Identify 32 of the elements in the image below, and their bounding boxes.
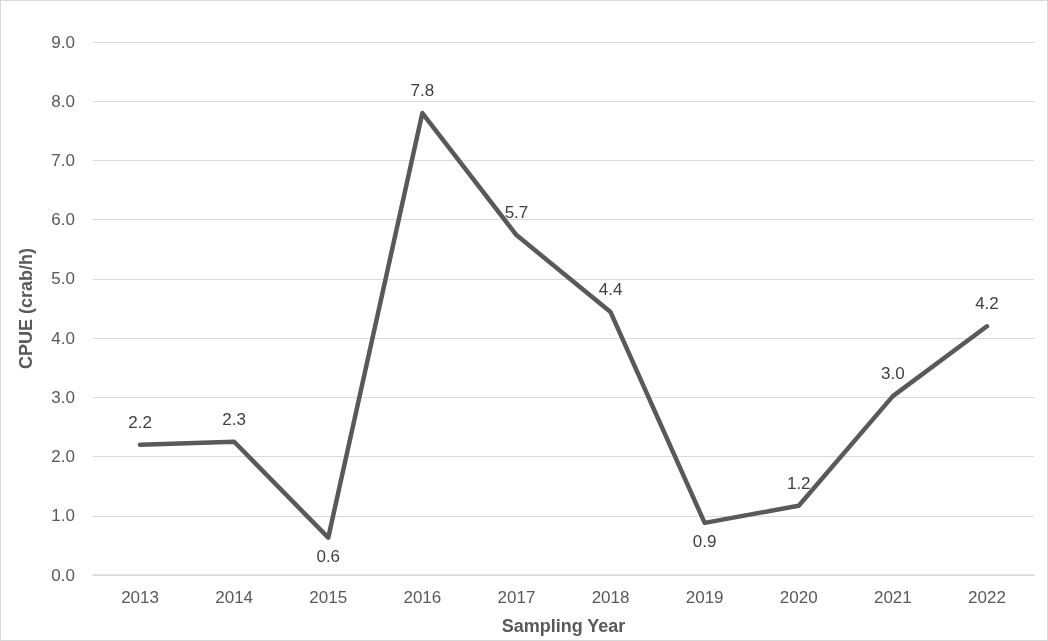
- y-tick-label: 7.0: [51, 150, 75, 170]
- x-tick-label: 2019: [685, 588, 724, 607]
- y-tick-label: 1.0: [51, 506, 75, 526]
- data-label: 2.2: [128, 412, 152, 432]
- x-tick-label: 2022: [968, 588, 1006, 607]
- y-tick-label: 0.0: [51, 565, 75, 585]
- x-tick-label: 2018: [591, 588, 630, 607]
- data-label: 4.2: [975, 294, 999, 314]
- y-tick-label: 3.0: [51, 387, 75, 407]
- x-tick-label: 2016: [403, 588, 442, 607]
- data-label: 1.2: [786, 473, 811, 493]
- y-tick-label: 9.0: [51, 32, 75, 52]
- x-tick-label: 2021: [873, 588, 912, 607]
- x-tick-label: 2013: [121, 588, 159, 607]
- x-tick-label: 2017: [497, 588, 536, 607]
- data-label: 3.0: [881, 364, 905, 384]
- data-label: 7.8: [410, 81, 435, 101]
- y-tick-label: 8.0: [51, 91, 75, 111]
- data-label: 0.9: [692, 531, 717, 551]
- data-label: 0.6: [316, 546, 341, 566]
- y-tick-label: 6.0: [51, 210, 75, 230]
- x-tick-label: 2015: [309, 588, 348, 607]
- y-tick-label: 2.0: [51, 447, 75, 467]
- y-tick-label: 4.0: [51, 328, 75, 348]
- y-axis-title: CPUE (crab/h): [16, 247, 36, 370]
- data-label: 5.7: [504, 203, 529, 223]
- data-label: 4.4: [598, 280, 623, 300]
- y-tick-label: 5.0: [51, 269, 75, 289]
- x-axis-title: Sampling Year: [501, 616, 626, 636]
- x-tick-label: 2020: [779, 588, 818, 607]
- data-label: 2.3: [222, 409, 246, 429]
- x-tick-label: 2014: [215, 588, 254, 607]
